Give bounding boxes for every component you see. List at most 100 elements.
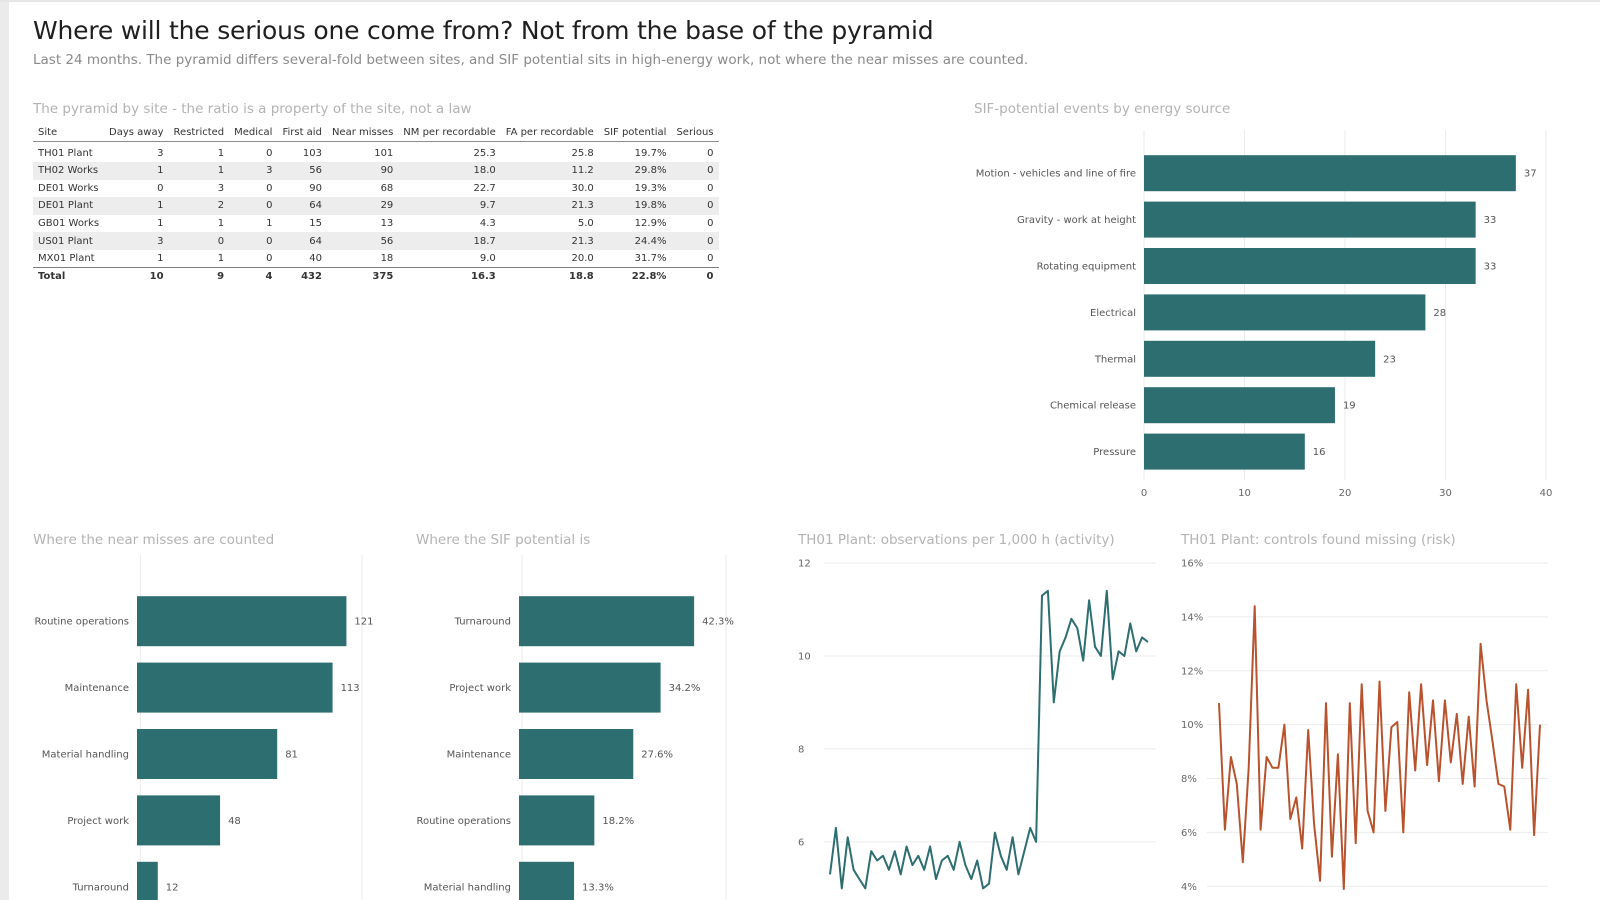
sif-chart-title: Where the SIF potential is [416, 532, 591, 548]
table-row: TH02 Works 1 1 3 56 90 18.0 11.2 29.8% 0 [33, 162, 719, 180]
table-cell: GB01 Works [38, 218, 100, 230]
total-cell: Total [33, 267, 105, 286]
category-label: Routine operations [34, 617, 129, 628]
table-cell: 1 [157, 200, 164, 212]
bar [1144, 387, 1335, 424]
bar [1144, 155, 1516, 192]
table-cell: 68 [380, 182, 394, 194]
y-tick-label: 14% [1181, 612, 1203, 623]
pyramid-table-title: The pyramid by site - the ratio is a pro… [33, 101, 472, 117]
table-cell: 19.7% [634, 148, 667, 160]
table-cell: 56 [380, 235, 394, 247]
table-cell: 1 [217, 218, 225, 230]
table-cell: 9.7 [479, 200, 496, 212]
table-cell: 1 [157, 165, 164, 177]
table-cell: 13 [380, 218, 394, 230]
table-cell: 3 [217, 182, 225, 194]
table-cell: 11.2 [571, 165, 594, 177]
bar [1144, 433, 1305, 470]
category-label: Routine operations [416, 816, 511, 827]
table-cell: 15 [309, 218, 322, 230]
table-cell: 29 [380, 200, 394, 212]
table-cell: 19.8% [634, 200, 667, 212]
total-cell: 22.8% [598, 267, 672, 286]
data-label: 16 [1313, 447, 1326, 458]
table-cell: 25.3 [473, 148, 496, 160]
table-cell: 3 [266, 165, 273, 177]
table-cell: 31.7% [634, 253, 667, 265]
table-cell: 24.4% [634, 235, 667, 247]
table-cell: 64 [309, 200, 322, 212]
table-row: DE01 Works 0 3 0 90 68 22.7 30.0 19.3% 0 [33, 180, 719, 198]
category-label: Rotating equipment [1037, 262, 1136, 273]
bar [137, 795, 221, 846]
table-cell: 1 [217, 148, 225, 160]
near-miss-chart-title: Where the near misses are counted [33, 532, 275, 548]
table-cell: 25.8 [571, 148, 594, 160]
table-cell: 19.3% [634, 182, 667, 194]
bar [519, 861, 575, 900]
table-cell: 21.3 [571, 235, 594, 247]
table-row: GB01 Works 1 1 1 15 13 4.3 5.0 12.9% 0 [33, 215, 719, 233]
table-cell: 9.0 [479, 253, 496, 265]
bar [519, 596, 695, 647]
category-label: Turnaround [72, 882, 129, 893]
near-miss-bar-chart: Routine operations 121 Maintenance 113 Mater… [34, 555, 374, 900]
bar [1144, 201, 1476, 238]
pyramid-table: Site Days away Restricted Medical First aid N… [33, 124, 719, 286]
data-label: 81 [285, 750, 298, 761]
column-header: Restricted [168, 124, 230, 142]
table-cell: 29.8% [634, 165, 667, 177]
table-cell: 0 [707, 235, 714, 247]
bar [1144, 340, 1376, 377]
table-cell: DE01 Plant [38, 200, 94, 212]
table-cell: 0 [266, 235, 273, 247]
column-header: Serious [671, 124, 719, 142]
x-tick-label: 20 [1339, 488, 1352, 499]
total-cell: 18.8 [500, 267, 599, 286]
controls-missing-line-chart: 4% 6% 8% 10% 12% 14% 16% [1181, 559, 1548, 893]
table-cell: TH01 Plant [38, 148, 93, 160]
category-label: Chemical release [1050, 401, 1136, 412]
category-label: Motion - vehicles and line of fire [976, 169, 1136, 180]
y-tick-label: 16% [1181, 559, 1203, 570]
bar [137, 861, 158, 900]
bar [137, 662, 333, 713]
table-cell: 18 [380, 253, 394, 265]
table-row: US01 Plant 3 0 0 64 56 18.7 21.3 24.4% 0 [33, 232, 719, 250]
bar [519, 729, 634, 779]
category-label: Gravity - work at height [1017, 215, 1136, 226]
data-label: 23 [1383, 354, 1396, 365]
table-cell: 103 [302, 148, 322, 160]
table-cell: MX01 Plant [38, 253, 95, 265]
table-total-row: Total 10 9 4 432 375 16.3 18.8 22.8% 0 [33, 267, 719, 286]
table-cell: 0 [707, 253, 714, 265]
table-cell: 64 [309, 235, 322, 247]
table-cell: 101 [374, 148, 394, 160]
table-cell: 2 [217, 200, 225, 212]
table-body: TH01 Plant 3 1 0 103 101 25.3 25.8 19.7% 0 TH02 Wo… [33, 141, 719, 268]
table-cell: 0 [707, 165, 714, 177]
table-cell: 21.3 [571, 200, 594, 212]
x-tick-label: 10 [1238, 488, 1251, 499]
category-label: Material handling [42, 750, 129, 761]
data-label: 18.2% [602, 816, 634, 827]
table-cell: 0 [266, 253, 273, 265]
data-label: 28 [1433, 308, 1446, 319]
table-cell: 3 [157, 235, 164, 247]
bar [137, 596, 347, 647]
table-cell: 0 [707, 218, 714, 230]
table-cell: 0 [266, 182, 273, 194]
category-label: Turnaround [454, 617, 511, 628]
table-row: TH01 Plant 3 1 0 103 101 25.3 25.8 19.7% 0 [33, 141, 719, 162]
table-cell: TH02 Works [38, 165, 99, 177]
data-label: 37 [1524, 169, 1537, 180]
table-cell: 0 [707, 200, 714, 212]
data-label: 27.6% [641, 750, 673, 761]
table-cell: 0 [157, 182, 164, 194]
total-cell: 16.3 [398, 267, 501, 286]
table-header-row: Site Days away Restricted Medical First aid N… [33, 124, 719, 142]
table-cell: DE01 Works [38, 182, 99, 194]
total-cell: 432 [277, 267, 327, 286]
energy-source-bar-chart: 0 10 20 30 40 Motion - vehicles and line of f… [976, 130, 1552, 499]
